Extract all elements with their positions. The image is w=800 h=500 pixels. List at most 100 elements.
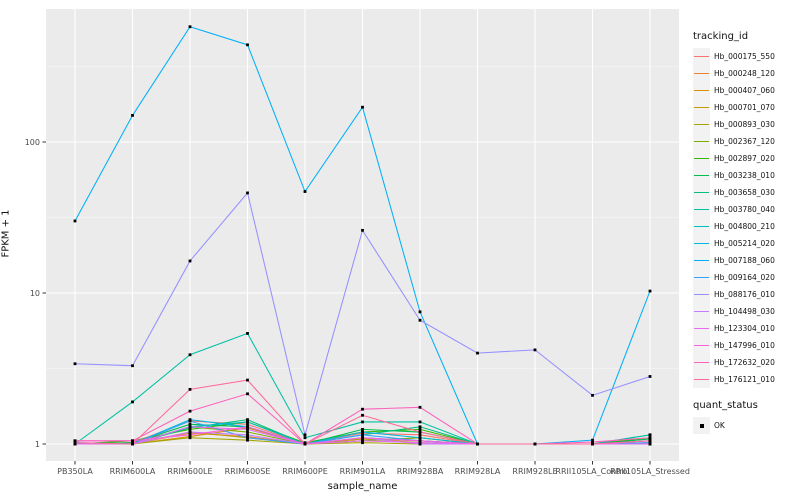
data-point <box>246 430 249 434</box>
data-point <box>648 439 652 443</box>
legend-item-label: Hb_123304_010 <box>714 324 775 333</box>
data-point <box>246 418 249 422</box>
legend-item: Hb_003780_040 <box>693 201 799 218</box>
x-tick-label: RRII105LA_Stressed <box>610 467 690 476</box>
legend-item-label: Hb_104498_030 <box>714 307 775 316</box>
data-point <box>246 43 249 47</box>
data-point <box>361 441 364 445</box>
data-point <box>418 430 422 434</box>
data-point <box>188 387 192 391</box>
series-color-line-icon <box>694 260 709 262</box>
legend-key <box>693 150 710 167</box>
data-point <box>188 436 192 440</box>
data-point <box>303 442 307 446</box>
legend-panel: tracking_id Hb_000175_550 Hb_000248_120 Hb… <box>693 31 799 434</box>
x-tick-label: PB350LA <box>57 467 93 476</box>
data-point <box>188 419 192 423</box>
data-point <box>188 422 192 426</box>
legend-item-label: Hb_088176_010 <box>714 290 775 299</box>
data-point <box>361 420 364 424</box>
legend-item: Hb_123304_010 <box>693 320 799 337</box>
legend-item-label: Hb_004800_210 <box>714 222 775 231</box>
legend-item-label: Hb_003780_040 <box>714 205 775 214</box>
legend-item: Hb_002897_020 <box>693 150 799 167</box>
data-point <box>591 438 594 442</box>
data-point <box>418 439 422 443</box>
data-point <box>648 436 652 440</box>
data-point <box>648 375 652 378</box>
x-tick-label: RRIM600LA <box>110 467 156 476</box>
data-point <box>188 409 192 413</box>
y-tick-label: 1 <box>35 440 40 449</box>
series-color-line-icon <box>694 124 709 126</box>
data-point <box>188 353 192 357</box>
series-color-line-icon <box>694 192 709 194</box>
legend-item: Hb_004800_210 <box>693 218 799 235</box>
legend-key <box>693 167 710 184</box>
legend-item-label: Hb_000248_120 <box>714 69 775 78</box>
series-color-line-icon <box>694 379 709 381</box>
legend-item-label: Hb_007188_060 <box>714 256 775 265</box>
series-color-line-icon <box>694 328 709 330</box>
data-point <box>418 425 422 429</box>
data-point <box>361 433 364 437</box>
data-point <box>418 441 422 445</box>
x-tick-label: RRIM901LA <box>340 467 386 476</box>
data-point <box>648 433 652 437</box>
legend-item: Hb_003658_030 <box>693 184 799 201</box>
x-tick-label: RRIM600SE <box>225 467 271 476</box>
legend-key <box>693 337 710 354</box>
series-color-line-icon <box>694 345 709 347</box>
legend-item-label: OK <box>714 421 725 430</box>
legend-key-ok <box>693 417 710 434</box>
legend-item: Hb_000893_030 <box>693 116 799 133</box>
data-point <box>361 228 364 232</box>
legend-item: Hb_005214_020 <box>693 235 799 252</box>
data-point <box>303 433 307 437</box>
series-color-line-icon <box>694 226 709 228</box>
data-point <box>73 441 77 445</box>
data-point <box>246 378 249 382</box>
x-tick-label: RRIM600PE <box>282 467 328 476</box>
data-point <box>246 392 249 396</box>
data-point <box>418 420 422 424</box>
data-point <box>591 393 594 397</box>
data-point <box>361 439 364 443</box>
data-point <box>131 114 134 117</box>
series-color-line-icon <box>694 73 709 75</box>
data-point <box>361 430 364 434</box>
legend-key <box>693 286 710 303</box>
black-square-icon <box>699 423 704 428</box>
legend-key <box>693 184 710 201</box>
legend-key <box>693 218 710 235</box>
series-color-line-icon <box>694 362 709 364</box>
legend-item-label: Hb_000893_030 <box>714 120 775 129</box>
legend-item-label: Hb_003658_030 <box>714 188 775 197</box>
legend-item: Hb_088176_010 <box>693 286 799 303</box>
data-point <box>246 425 249 429</box>
legend-item-label: Hb_000175_550 <box>714 52 775 61</box>
legend-title-quant-status: quant_status <box>693 400 758 411</box>
data-point <box>361 436 364 440</box>
legend-title-tracking-id: tracking_id <box>693 31 749 42</box>
legend-item: Hb_176121_010 <box>693 371 799 388</box>
legend-key <box>693 269 710 286</box>
legend-item-label: Hb_009164_020 <box>714 273 775 282</box>
legend-item-label: Hb_003238_010 <box>714 171 775 180</box>
x-axis-title: sample_name <box>327 481 398 492</box>
data-point <box>591 442 594 446</box>
data-point <box>418 433 422 437</box>
data-point <box>188 425 192 429</box>
legend-item-label: Hb_005214_020 <box>714 239 775 248</box>
legend-item-label: Hb_172632_020 <box>714 358 775 367</box>
data-point <box>246 427 249 431</box>
data-point <box>418 310 422 314</box>
data-point <box>361 427 364 431</box>
legend-item: Hb_003238_010 <box>693 167 799 184</box>
y-tick-label: 100 <box>25 138 40 147</box>
data-point <box>131 439 134 443</box>
legend-key <box>693 371 710 388</box>
data-point <box>648 442 652 446</box>
legend-key <box>693 82 710 99</box>
